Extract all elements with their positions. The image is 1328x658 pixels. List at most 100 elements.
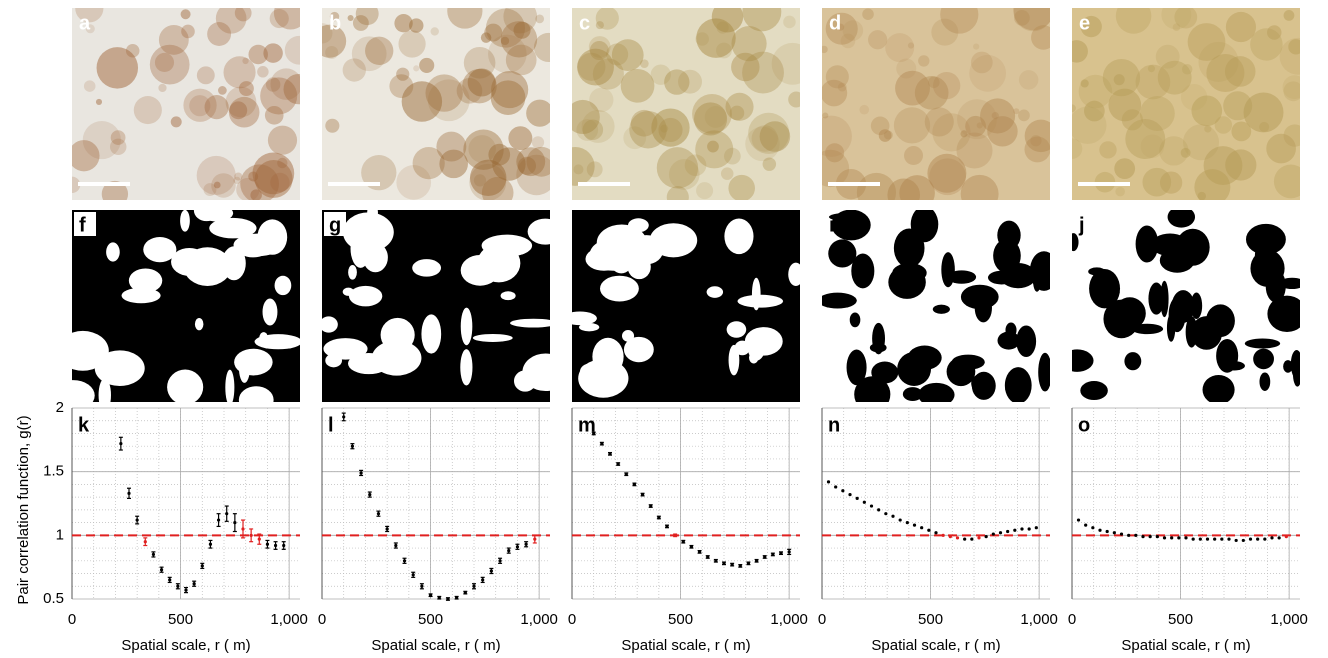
texture	[731, 52, 760, 82]
texture	[425, 74, 463, 112]
x-tick-label: 0	[68, 611, 76, 628]
blob	[180, 210, 190, 232]
texture	[973, 43, 980, 50]
x-tick-label: 500	[168, 611, 193, 628]
point	[225, 512, 229, 516]
blob	[472, 333, 513, 342]
texture	[1114, 158, 1136, 180]
blob	[72, 380, 95, 402]
blob	[910, 210, 939, 243]
point	[1184, 536, 1188, 540]
panel-label: l	[328, 414, 334, 436]
texture	[695, 130, 734, 169]
texture	[396, 165, 432, 200]
point	[265, 542, 270, 546]
texture	[154, 52, 175, 73]
panel-content	[572, 8, 800, 200]
texture	[257, 66, 269, 78]
point	[898, 518, 902, 522]
blob	[1223, 361, 1245, 371]
blob	[1265, 269, 1286, 303]
texture	[1174, 8, 1198, 29]
point	[955, 536, 960, 540]
point	[862, 500, 866, 504]
point	[1141, 535, 1145, 539]
point	[420, 584, 424, 588]
point	[1177, 536, 1181, 540]
point	[869, 504, 874, 508]
texture	[940, 8, 979, 34]
point	[1234, 538, 1238, 543]
texture	[724, 147, 741, 165]
blob	[1004, 367, 1032, 402]
texture	[436, 131, 467, 162]
blob	[951, 354, 985, 370]
texture	[248, 171, 259, 182]
blob	[527, 218, 550, 245]
blob	[971, 371, 996, 400]
texture	[751, 125, 779, 152]
texture	[526, 99, 550, 127]
texture	[620, 68, 655, 103]
scale-bar	[328, 182, 380, 186]
point	[1155, 535, 1159, 539]
point	[498, 559, 502, 563]
texture	[283, 74, 300, 105]
texture	[577, 52, 606, 81]
texture	[695, 32, 709, 46]
texture	[651, 108, 690, 147]
point	[841, 489, 845, 493]
texture	[611, 39, 644, 72]
panel-content	[72, 8, 300, 200]
texture	[1191, 95, 1223, 127]
texture	[196, 155, 236, 195]
point	[1076, 518, 1081, 522]
texture	[1282, 75, 1300, 100]
blob	[907, 345, 942, 370]
scale-bar	[578, 182, 630, 186]
texture	[96, 47, 139, 89]
texture	[211, 173, 236, 198]
texture	[1147, 65, 1156, 73]
texture	[500, 36, 510, 46]
texture	[748, 112, 790, 154]
blob	[371, 340, 422, 376]
blob	[1124, 352, 1142, 371]
blob	[918, 382, 955, 402]
x-axis-label: Spatial scale, r ( m)	[871, 637, 1000, 654]
panel-label: e	[1079, 12, 1090, 34]
texture	[488, 143, 511, 166]
binary-panel: j	[1072, 210, 1300, 402]
texture	[588, 36, 611, 58]
point	[533, 537, 537, 541]
blob	[999, 263, 1037, 289]
texture	[469, 163, 507, 200]
point	[1213, 537, 1217, 541]
texture	[234, 172, 243, 181]
x-tick-label: 0	[568, 611, 576, 628]
panel-content	[322, 210, 550, 402]
texture	[325, 118, 340, 133]
point	[1105, 529, 1109, 534]
blob	[888, 265, 926, 299]
blob	[367, 210, 378, 224]
label-box	[324, 212, 346, 236]
texture	[976, 122, 983, 129]
texture	[149, 44, 190, 85]
panel-label: a	[79, 12, 91, 34]
texture	[960, 130, 968, 138]
blob	[849, 312, 861, 328]
blob	[1148, 282, 1165, 315]
texture	[883, 130, 893, 140]
texture	[893, 107, 931, 144]
texture	[660, 124, 669, 133]
panel-content	[72, 210, 300, 402]
texture	[270, 172, 290, 193]
blob	[522, 353, 550, 392]
texture	[238, 81, 254, 97]
texture	[158, 24, 189, 55]
texture	[500, 21, 538, 58]
blob	[1245, 223, 1286, 255]
texture	[473, 174, 487, 187]
blob	[322, 316, 338, 333]
